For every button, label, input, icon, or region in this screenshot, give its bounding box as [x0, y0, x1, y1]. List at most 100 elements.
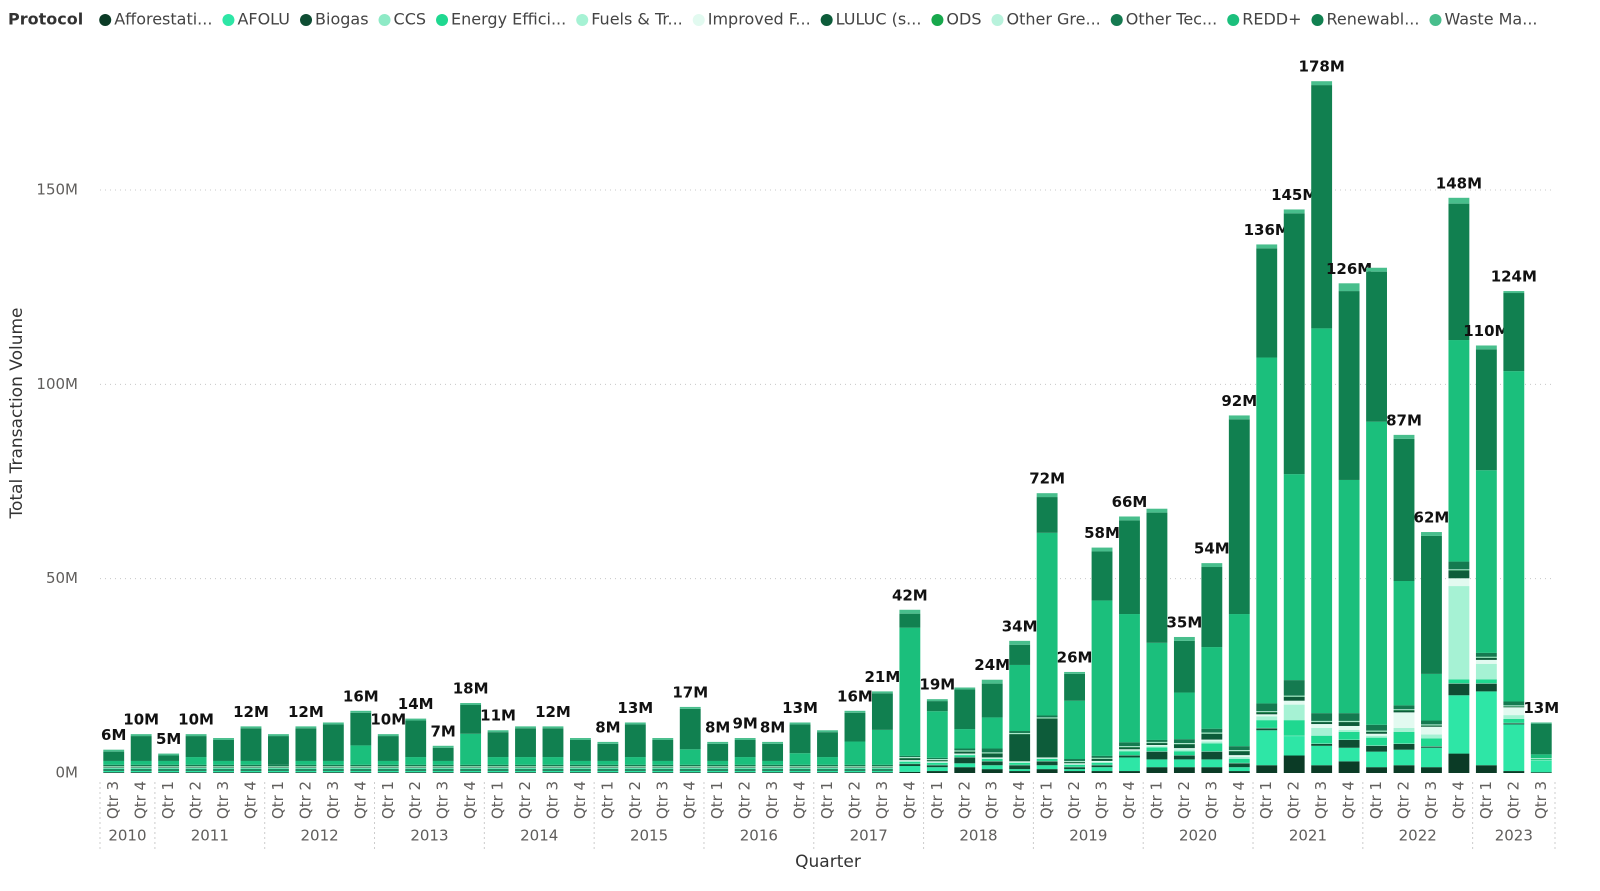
bar-segment	[762, 768, 784, 770]
bar-segment	[1173, 636, 1195, 641]
bar-segment	[1256, 712, 1278, 715]
bar-segment	[1311, 81, 1333, 86]
bar-segment	[844, 766, 866, 768]
bar-segment	[1009, 732, 1031, 734]
x-tick-label: Qtr 4	[132, 781, 150, 819]
bar-segment	[103, 768, 125, 770]
bar-segment	[158, 753, 180, 756]
bar-segment	[734, 739, 756, 758]
bar-segment	[432, 766, 454, 768]
bar-segment	[185, 736, 207, 758]
bar-segment	[954, 754, 976, 756]
bar-segment	[954, 748, 976, 751]
bar-segment	[295, 770, 317, 773]
bar-segment	[1201, 567, 1223, 648]
bar-segment	[926, 760, 948, 762]
bar-segment	[1146, 746, 1168, 748]
x-tick-label: Qtr 1	[1257, 781, 1275, 819]
bar-segment	[295, 760, 317, 765]
x-tick-label: Qtr 2	[1395, 781, 1413, 819]
bar-segment	[1503, 707, 1525, 716]
bar-segment	[1393, 743, 1415, 750]
bar-segment	[1256, 357, 1278, 704]
bar-segment	[1119, 747, 1140, 750]
bar-segment	[1338, 720, 1360, 722]
bar-segment	[1366, 733, 1387, 736]
total-label: 12M	[288, 703, 324, 721]
bar-segment	[158, 760, 180, 765]
bar-segment	[652, 770, 674, 773]
bar-segment	[1091, 755, 1113, 758]
total-label: 124M	[1491, 268, 1537, 286]
bar-segment	[295, 768, 317, 770]
bar-segment	[103, 760, 125, 765]
bar-segment	[624, 770, 646, 773]
bar-segment	[1173, 743, 1195, 744]
bar-segment	[103, 772, 125, 773]
bar-segment	[322, 722, 344, 725]
bar-segment	[981, 758, 1003, 760]
bar-segment	[103, 766, 125, 768]
total-label: 11M	[480, 707, 516, 725]
bar-segment	[1311, 765, 1333, 773]
y-axis-title: Total Transaction Volume	[7, 308, 27, 520]
bar-segment	[1064, 673, 1086, 701]
bar-segment	[213, 772, 234, 773]
bar-segment	[130, 736, 152, 761]
bar-segment	[1119, 614, 1140, 743]
bar-segment	[734, 770, 756, 773]
bar-segment	[1009, 664, 1031, 732]
bar-segment	[377, 764, 399, 767]
bar-segment	[954, 751, 976, 754]
bar-segment	[1366, 737, 1387, 746]
bar-segment	[1393, 731, 1415, 744]
bar-segment	[817, 732, 838, 758]
x-tick-label: Qtr 4	[1120, 781, 1138, 819]
bar-segment	[158, 769, 180, 771]
bar-segment	[185, 772, 207, 773]
bar-segment	[1503, 723, 1525, 725]
bar-segment	[871, 691, 893, 694]
bar-segment	[981, 753, 1003, 758]
bar-segment	[624, 766, 646, 768]
bar-segment	[130, 766, 152, 768]
total-label: 13M	[782, 699, 818, 717]
x-group-label: 2014	[520, 827, 558, 845]
bar-segment	[1283, 209, 1305, 214]
total-label: 16M	[837, 687, 873, 705]
legend-label: Waste Ma...	[1444, 10, 1537, 29]
bar-segment	[1475, 349, 1497, 471]
bar-segment	[679, 749, 701, 765]
bar-segment	[789, 769, 811, 771]
bar-segment	[185, 770, 207, 773]
bar-segment	[1421, 724, 1442, 726]
bar-segment	[515, 764, 536, 767]
bar-segment	[1366, 724, 1387, 731]
x-tick-label: Qtr 2	[1285, 781, 1303, 819]
bar-segment	[322, 766, 344, 768]
bar-segment	[1119, 757, 1140, 772]
bar-segment	[1421, 673, 1442, 721]
bar-segment	[1503, 771, 1525, 773]
bar-segment	[1530, 759, 1552, 761]
x-tick-label: Qtr 4	[1010, 781, 1028, 819]
bar-segment	[871, 693, 893, 730]
legend-label: AFOLU	[237, 10, 290, 29]
legend-label: Biogas	[315, 10, 369, 29]
y-tick-label: 150M	[36, 181, 78, 199]
bar-segment	[1421, 725, 1442, 727]
bar-segment	[1366, 735, 1387, 738]
bar-segment	[1091, 759, 1113, 761]
bar-segment	[679, 772, 701, 773]
bar-segment	[597, 764, 619, 767]
bar-segment	[624, 764, 646, 767]
bar-segment	[652, 738, 674, 740]
bar-segment	[1283, 755, 1305, 773]
bar-segment	[1009, 640, 1031, 645]
bar-segment	[734, 738, 756, 740]
bar-segment	[295, 769, 317, 771]
bar-segment	[487, 766, 509, 768]
bar-segment	[1421, 746, 1442, 748]
bar-segment	[542, 768, 564, 770]
bar-segment	[1421, 767, 1442, 773]
